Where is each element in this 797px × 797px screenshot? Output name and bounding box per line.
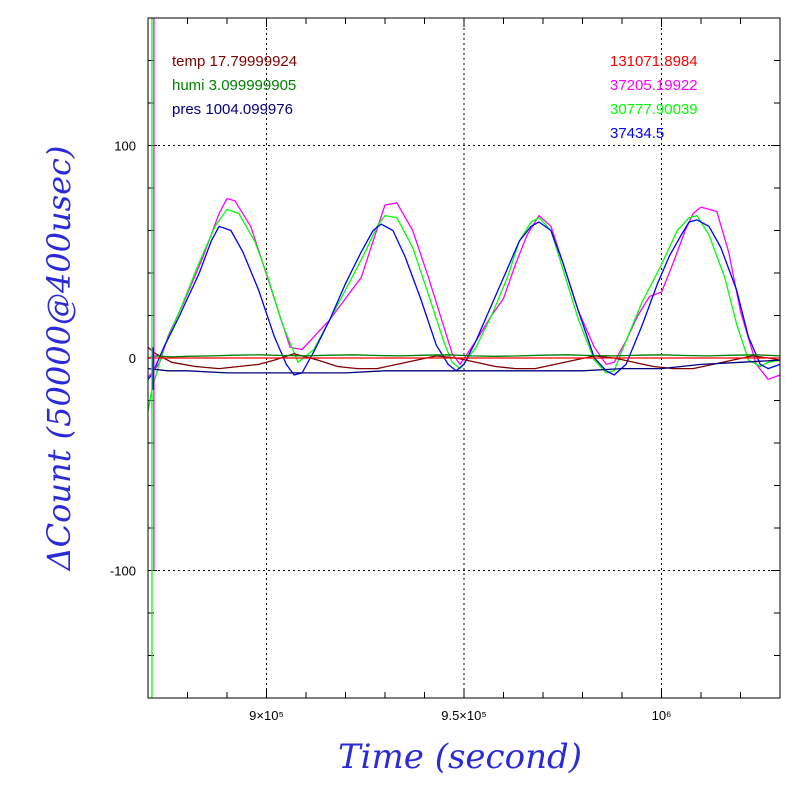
legend-right-entry: 37205.19922: [610, 77, 698, 94]
y-tick-label: 0: [129, 351, 136, 366]
legend-right-entry: 37434.5: [610, 125, 664, 142]
chart: 9×10⁵ 9.5×10⁵ 10⁶ 100 0 -100 temp 17.79999924…: [0, 0, 797, 797]
legend-left-entry: pres 1004.099976: [172, 101, 293, 118]
x-tick-label: 10⁶: [652, 708, 672, 723]
legend-right-entry: 131071.8984: [610, 53, 698, 70]
y-tick-label: 100: [114, 139, 136, 154]
x-tick-label: 9×10⁵: [249, 708, 284, 723]
legend-left-entry: humi 3.099999905: [172, 77, 296, 94]
x-tick-label: 9.5×10⁵: [441, 708, 487, 723]
legend-left-entry: temp 17.79999924: [172, 53, 297, 70]
x-axis-title: Time (second): [338, 737, 582, 777]
y-tick-label: -100: [110, 564, 136, 579]
legend-right-entry: 30777.90039: [610, 101, 698, 118]
y-axis-title: ΔCount (50000@400usec): [40, 146, 78, 573]
